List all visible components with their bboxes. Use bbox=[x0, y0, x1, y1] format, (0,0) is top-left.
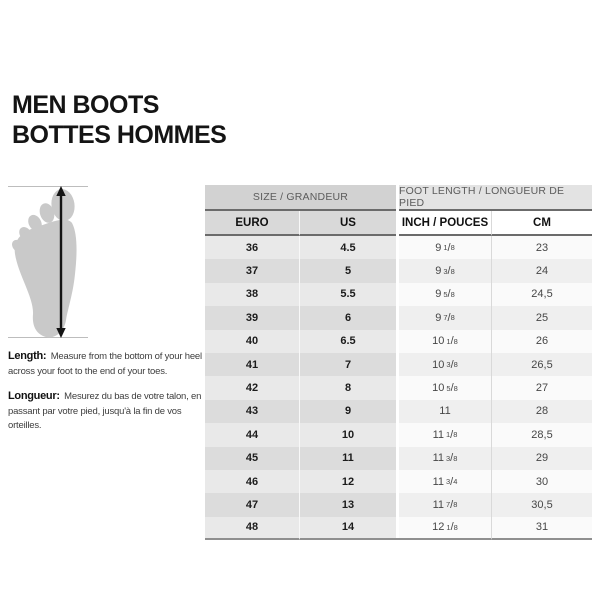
table-section-gap bbox=[396, 516, 399, 541]
us-size-cell: 5 bbox=[300, 259, 396, 283]
cm-length-cell: 28,5 bbox=[492, 423, 592, 447]
us-size-cell: 12 bbox=[300, 469, 396, 494]
us-size-cell: 8 bbox=[300, 376, 396, 400]
page-title: MEN BOOTS BOTTES HOMMES bbox=[12, 90, 227, 150]
length-measure-arrow-icon bbox=[56, 186, 66, 338]
cm-length-cell: 24 bbox=[492, 259, 592, 283]
euro-size-cell: 36 bbox=[205, 236, 300, 260]
foot-length-group-header: FOOT LENGTH / LONGUEUR DE PIED bbox=[399, 185, 592, 211]
us-size-cell: 9 bbox=[300, 399, 396, 424]
inch-length-cell: 9 7/8 bbox=[399, 306, 492, 330]
cm-length-cell: 30 bbox=[492, 469, 592, 494]
us-column-header: US bbox=[300, 211, 396, 236]
euro-column-header: EURO bbox=[205, 211, 300, 236]
table-section-gap bbox=[396, 423, 399, 447]
us-size-cell: 7 bbox=[300, 352, 396, 377]
us-size-cell: 11 bbox=[300, 446, 396, 470]
table-section-gap bbox=[396, 446, 399, 470]
table-section-gap bbox=[396, 352, 399, 377]
table-section-gap bbox=[396, 329, 399, 353]
instruction-length-text: Measure from the bottom of your heel acr… bbox=[8, 351, 202, 377]
us-size-cell: 14 bbox=[300, 516, 396, 541]
euro-size-cell: 39 bbox=[205, 306, 300, 330]
table-section-gap bbox=[396, 469, 399, 494]
inch-length-cell: 11 7/8 bbox=[399, 493, 492, 517]
page-title-line-en: MEN BOOTS bbox=[12, 91, 159, 119]
cm-length-cell: 24,5 bbox=[492, 282, 592, 307]
measuring-instructions: Length: Measure from the bottom of your … bbox=[8, 349, 205, 444]
table-section-gap bbox=[396, 259, 399, 283]
euro-size-cell: 46 bbox=[205, 469, 300, 494]
inch-length-cell: 12 1/8 bbox=[399, 516, 492, 541]
table-section-gap bbox=[396, 376, 399, 400]
inch-length-cell: 9 3/8 bbox=[399, 259, 492, 283]
cm-column-header: CM bbox=[492, 211, 592, 236]
cm-length-cell: 28 bbox=[492, 399, 592, 424]
cm-length-cell: 27 bbox=[492, 376, 592, 400]
cm-length-cell: 30,5 bbox=[492, 493, 592, 517]
euro-size-cell: 40 bbox=[205, 329, 300, 353]
cm-length-cell: 26 bbox=[492, 329, 592, 353]
instruction-length: Length: Measure from the bottom of your … bbox=[8, 349, 205, 379]
inch-length-cell: 11 3/8 bbox=[399, 446, 492, 470]
size-group-header: SIZE / GRANDEUR bbox=[205, 185, 396, 211]
foot-silhouette-icon bbox=[12, 189, 77, 338]
us-size-cell: 5.5 bbox=[300, 282, 396, 307]
table-section-gap bbox=[396, 236, 399, 260]
us-size-cell: 6.5 bbox=[300, 329, 396, 353]
table-section-gap bbox=[396, 185, 399, 211]
us-size-cell: 13 bbox=[300, 493, 396, 517]
us-size-cell: 6 bbox=[300, 306, 396, 330]
cm-length-cell: 31 bbox=[492, 516, 592, 541]
euro-size-cell: 38 bbox=[205, 282, 300, 307]
euro-size-cell: 44 bbox=[205, 423, 300, 447]
euro-size-cell: 42 bbox=[205, 376, 300, 400]
instruction-longueur-label: Longueur: bbox=[8, 390, 60, 402]
inch-length-cell: 10 5/8 bbox=[399, 376, 492, 400]
inch-length-cell: 11 1/8 bbox=[399, 423, 492, 447]
page-title-line-fr: BOTTES HOMMES bbox=[12, 121, 227, 149]
size-table: SIZE / GRANDEUR FOOT LENGTH / LONGUEUR D… bbox=[205, 185, 592, 541]
us-size-cell: 4.5 bbox=[300, 236, 396, 260]
table-section-gap bbox=[396, 211, 399, 236]
table-section-gap bbox=[396, 399, 399, 424]
table-section-gap bbox=[396, 282, 399, 307]
euro-size-cell: 48 bbox=[205, 516, 300, 541]
inch-length-cell: 11 3/4 bbox=[399, 469, 492, 494]
euro-size-cell: 45 bbox=[205, 446, 300, 470]
cm-length-cell: 25 bbox=[492, 306, 592, 330]
inch-length-cell: 10 1/8 bbox=[399, 329, 492, 353]
inch-column-header: INCH / POUCES bbox=[399, 211, 492, 236]
euro-size-cell: 37 bbox=[205, 259, 300, 283]
euro-size-cell: 43 bbox=[205, 399, 300, 424]
inch-length-cell: 9 5/8 bbox=[399, 282, 492, 307]
cm-length-cell: 26,5 bbox=[492, 352, 592, 377]
euro-size-cell: 47 bbox=[205, 493, 300, 517]
table-section-gap bbox=[396, 306, 399, 330]
inch-length-cell: 10 3/8 bbox=[399, 352, 492, 377]
instruction-length-label: Length: bbox=[8, 350, 47, 362]
table-section-gap bbox=[396, 493, 399, 517]
cm-length-cell: 23 bbox=[492, 236, 592, 260]
us-size-cell: 10 bbox=[300, 423, 396, 447]
cm-length-cell: 29 bbox=[492, 446, 592, 470]
instruction-longueur-text: Mesurez du bas de votre talon, en passan… bbox=[8, 391, 202, 431]
foot-measurement-diagram bbox=[8, 186, 88, 338]
euro-size-cell: 41 bbox=[205, 352, 300, 377]
inch-length-cell: 11 bbox=[399, 399, 492, 424]
inch-length-cell: 9 1/8 bbox=[399, 236, 492, 260]
instruction-longueur: Longueur: Mesurez du bas de votre talon,… bbox=[8, 389, 205, 434]
